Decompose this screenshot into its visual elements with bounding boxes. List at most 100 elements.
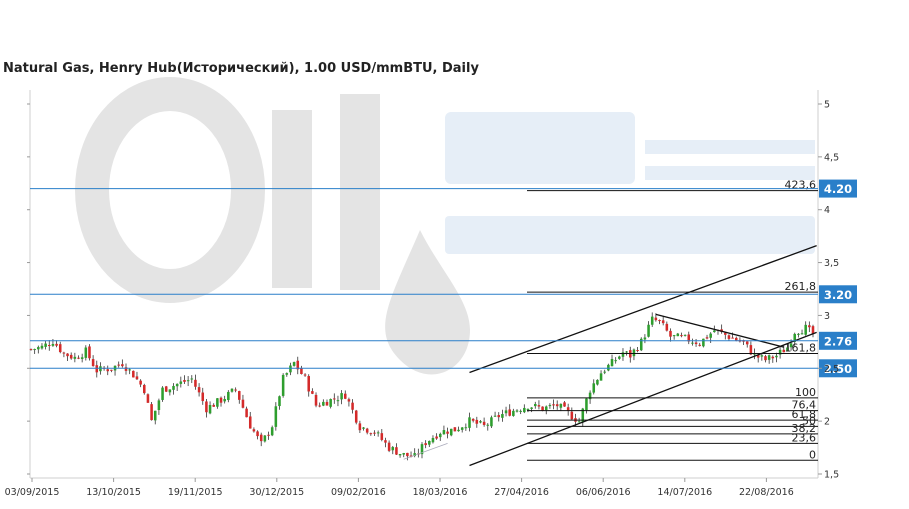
candle-body <box>731 337 734 339</box>
candle-body <box>526 408 530 410</box>
candle-body <box>139 380 142 385</box>
candle-body <box>705 337 709 339</box>
candle-body <box>384 440 387 443</box>
fib-level-label: 423,6 <box>785 179 817 192</box>
candle-body <box>183 379 186 382</box>
candlestick-series <box>29 312 815 461</box>
candle-body <box>709 333 712 338</box>
candle-body <box>438 433 442 438</box>
price-level-badge-label: 2.50 <box>824 362 852 376</box>
candle-body <box>621 352 625 357</box>
candle-body <box>387 442 391 451</box>
candle-body <box>227 391 230 401</box>
fib-level-label: 23,6 <box>792 431 817 444</box>
candle-body <box>347 399 351 402</box>
candle-body <box>614 360 617 362</box>
watermark-o-glyph <box>75 77 265 303</box>
candle-body <box>278 396 281 407</box>
candle-body <box>150 404 153 421</box>
candle-body <box>314 394 318 406</box>
candle-body <box>395 447 398 455</box>
candle-body <box>300 368 303 374</box>
candle-body <box>691 342 694 344</box>
candle-body <box>263 435 267 442</box>
candle-body <box>745 341 749 345</box>
candle-body <box>749 345 753 355</box>
candle-body <box>724 332 727 335</box>
candle-body <box>402 453 406 455</box>
candle-body <box>555 404 559 407</box>
price-level-badge <box>819 285 857 304</box>
y-tick-label: 4,5 <box>824 152 839 163</box>
candle-body <box>449 428 453 436</box>
candle-body <box>84 347 88 358</box>
candle-body <box>135 376 139 380</box>
candle-body <box>322 401 325 406</box>
x-tick-label: 06/06/2016 <box>576 487 631 498</box>
candle-body <box>354 410 358 423</box>
candle-body <box>515 410 519 412</box>
candle-body <box>420 444 424 455</box>
candle-body <box>596 379 599 385</box>
candle-body <box>804 324 807 335</box>
candle-body <box>164 386 168 392</box>
candle-body <box>563 402 566 407</box>
candle-body <box>117 364 120 366</box>
candle-body <box>643 337 647 340</box>
candle-body <box>453 427 457 432</box>
candle-body <box>248 416 252 429</box>
candle-body <box>391 447 395 451</box>
candle-body <box>194 379 197 387</box>
candle-body <box>362 427 365 429</box>
candle-body <box>212 404 215 407</box>
candle-body <box>190 378 194 380</box>
candle-body <box>201 392 205 402</box>
watermark-stat-block <box>445 112 635 184</box>
candle-body <box>307 376 310 392</box>
candle-body <box>808 325 811 328</box>
candle-body <box>767 355 771 360</box>
candle-body <box>311 391 314 394</box>
candle-body <box>782 349 786 353</box>
candle-body <box>760 355 764 357</box>
candle-body <box>786 347 789 351</box>
candle-body <box>501 414 504 418</box>
candle-body <box>618 356 621 359</box>
x-tick-label: 09/02/2016 <box>331 487 386 498</box>
candle-body <box>727 335 731 339</box>
candle-body <box>471 418 475 421</box>
candle-body <box>252 429 256 432</box>
candle-body <box>245 408 248 418</box>
candle-body <box>121 364 124 367</box>
x-tick-label: 13/10/2015 <box>86 487 141 498</box>
candle-body <box>632 349 636 357</box>
candle-body <box>544 406 548 411</box>
fib-level-label: 0 <box>809 448 816 461</box>
candle-body <box>464 427 468 429</box>
candle-body <box>680 335 683 337</box>
candle-body <box>241 399 245 408</box>
candle-body <box>497 415 501 418</box>
candle-body <box>607 364 610 371</box>
candle-body <box>442 430 446 435</box>
candle-body <box>753 353 756 355</box>
candle-body <box>636 350 639 352</box>
candle-body <box>493 415 497 417</box>
fib-level-label: 38,2 <box>792 422 817 435</box>
candle-body <box>259 434 263 442</box>
x-tick-label: 22/08/2016 <box>739 487 794 498</box>
candle-body <box>186 380 190 382</box>
watermark-logo <box>75 77 815 375</box>
fib-level-label: 61,8 <box>792 408 817 421</box>
candle-body <box>734 337 738 341</box>
candle-body <box>325 401 329 406</box>
fib-level-label: 261,8 <box>785 280 817 293</box>
candle-body <box>230 388 234 392</box>
price-level-badge <box>819 331 857 350</box>
candle-body <box>373 432 376 434</box>
candle-body <box>610 359 614 367</box>
candle-body <box>789 343 793 348</box>
price-level-badge-label: 4.20 <box>824 182 852 196</box>
candle-body <box>676 333 680 337</box>
